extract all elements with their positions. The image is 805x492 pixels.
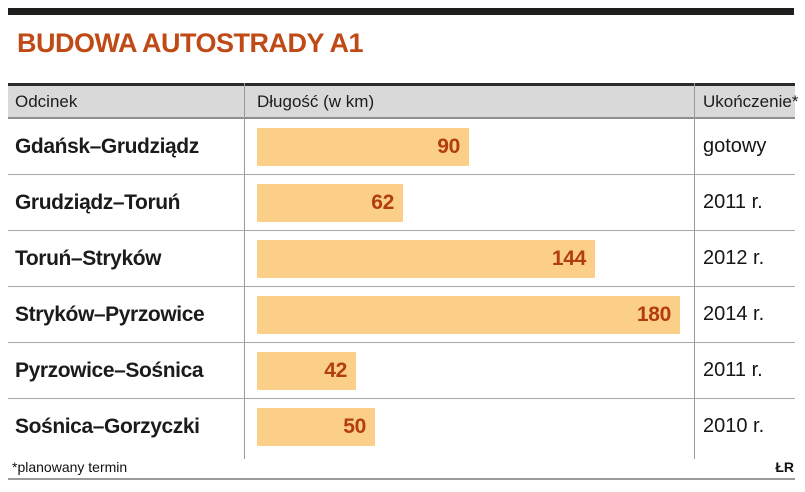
length-cell: 144 [244,239,694,278]
length-bar: 144 [257,239,595,278]
column-header-completion: Ukończenie* [703,91,799,111]
table-header-row: Odcinek Długość (w km) Ukończenie* [8,83,799,119]
a1-sections-table: Odcinek Długość (w km) Ukończenie* Gdańs… [8,83,799,459]
column-divider-2 [694,83,695,459]
length-value: 62 [371,190,394,214]
section-label: Pyrzowice–Sośnica [15,358,204,382]
table-row: Pyrzowice–Sośnica 42 2011 r. [8,342,795,398]
column-divider-1 [244,83,245,459]
completion-label: 2011 r. [703,359,763,381]
section-label: Sośnica–Gorzyczki [15,414,200,438]
completion-label: 2014 r. [703,303,765,325]
length-bar: 50 [257,407,375,446]
section-label: Toruń–Stryków [15,246,162,270]
length-bar: 90 [257,127,469,166]
length-bar: 62 [257,183,403,222]
length-value: 42 [324,358,347,382]
length-cell: 90 [244,127,694,166]
column-header-length: Długość (w km) [257,91,375,111]
table-row: Toruń–Stryków 144 2012 r. [8,230,795,286]
length-value: 144 [551,246,586,270]
completion-label: 2012 r. [703,247,765,269]
table-row: Stryków–Pyrzowice 180 2014 r. [8,286,795,342]
table-row: Gdańsk–Grudziądz 90 gotowy [8,119,795,174]
footnote: *planowany termin [12,459,128,475]
length-cell: 180 [244,295,694,334]
length-value: 180 [636,302,671,326]
section-label: Stryków–Pyrzowice [15,302,205,326]
chart-title: BUDOWA AUTOSTRADY A1 [17,28,364,58]
completion-label: gotowy [703,135,767,157]
length-cell: 50 [244,407,694,446]
table-row: Grudziądz–Toruń 62 2011 r. [8,174,795,230]
bottom-rule [8,478,795,480]
length-cell: 42 [244,351,694,390]
completion-label: 2010 r. [703,415,765,437]
column-header-section: Odcinek [15,91,78,111]
top-accent-bar [8,8,794,15]
length-bar: 42 [257,351,356,390]
section-label: Grudziądz–Toruń [15,190,181,214]
table-body: Gdańsk–Grudziądz 90 gotowy Grudziądz–Tor… [8,119,795,454]
table-row: Sośnica–Gorzyczki 50 2010 r. [8,398,795,454]
length-bar: 180 [257,295,680,334]
length-cell: 62 [244,183,694,222]
author-credit: ŁR [775,459,794,475]
completion-label: 2011 r. [703,191,763,213]
section-label: Gdańsk–Grudziądz [15,134,199,158]
length-value: 50 [343,414,366,438]
length-value: 90 [437,134,460,158]
